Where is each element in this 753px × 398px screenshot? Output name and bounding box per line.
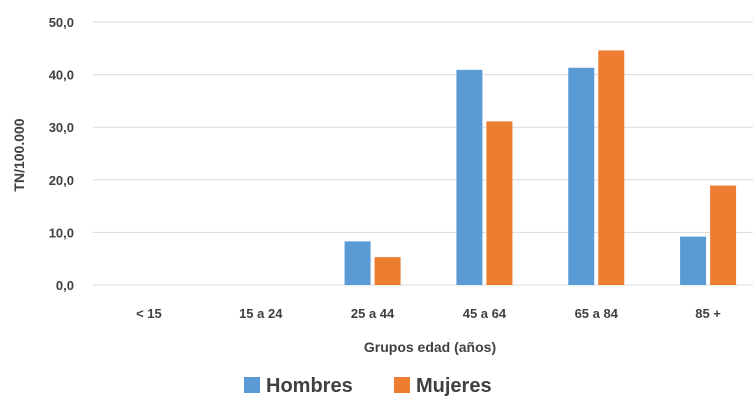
x-tick-label: 45 a 64 xyxy=(463,306,507,321)
x-tick-label: 25 a 44 xyxy=(351,306,395,321)
x-tick-label: 15 a 24 xyxy=(239,306,283,321)
legend-swatch xyxy=(244,377,260,393)
bar-hombres xyxy=(456,69,483,285)
legend-label: Mujeres xyxy=(416,375,492,397)
x-tick-label: 85 + xyxy=(695,306,721,321)
y-tick-label: 10,0 xyxy=(49,225,74,240)
y-tick-label: 40,0 xyxy=(49,68,74,83)
y-axis-title: TN/100.000 xyxy=(11,118,27,191)
legend-label: Hombres xyxy=(266,375,353,397)
legend: Hombres Mujeres xyxy=(244,375,492,397)
x-tick-label: 65 a 84 xyxy=(575,306,619,321)
bar-mujeres xyxy=(710,185,737,285)
x-tick-label: < 15 xyxy=(136,306,162,321)
y-tick-label: 20,0 xyxy=(49,173,74,188)
bar-hombres xyxy=(344,241,371,285)
bar-hombres xyxy=(680,236,707,285)
y-axis-ticks: 0,0 10,0 20,0 30,0 40,0 50,0 xyxy=(49,15,74,293)
y-tick-label: 30,0 xyxy=(49,120,74,135)
legend-swatch xyxy=(394,377,410,393)
bars xyxy=(344,50,737,286)
bar-mujeres xyxy=(598,50,625,286)
gridlines xyxy=(93,21,753,286)
y-tick-label: 0,0 xyxy=(56,278,74,293)
x-axis-ticks: < 15 15 a 24 25 a 44 45 a 64 65 a 84 85 + xyxy=(136,306,721,321)
bar-mujeres xyxy=(486,121,513,285)
bar-hombres xyxy=(568,67,595,286)
x-axis-title: Grupos edad (años) xyxy=(364,339,496,355)
bar-mujeres xyxy=(374,257,401,285)
y-tick-label: 50,0 xyxy=(49,15,74,30)
